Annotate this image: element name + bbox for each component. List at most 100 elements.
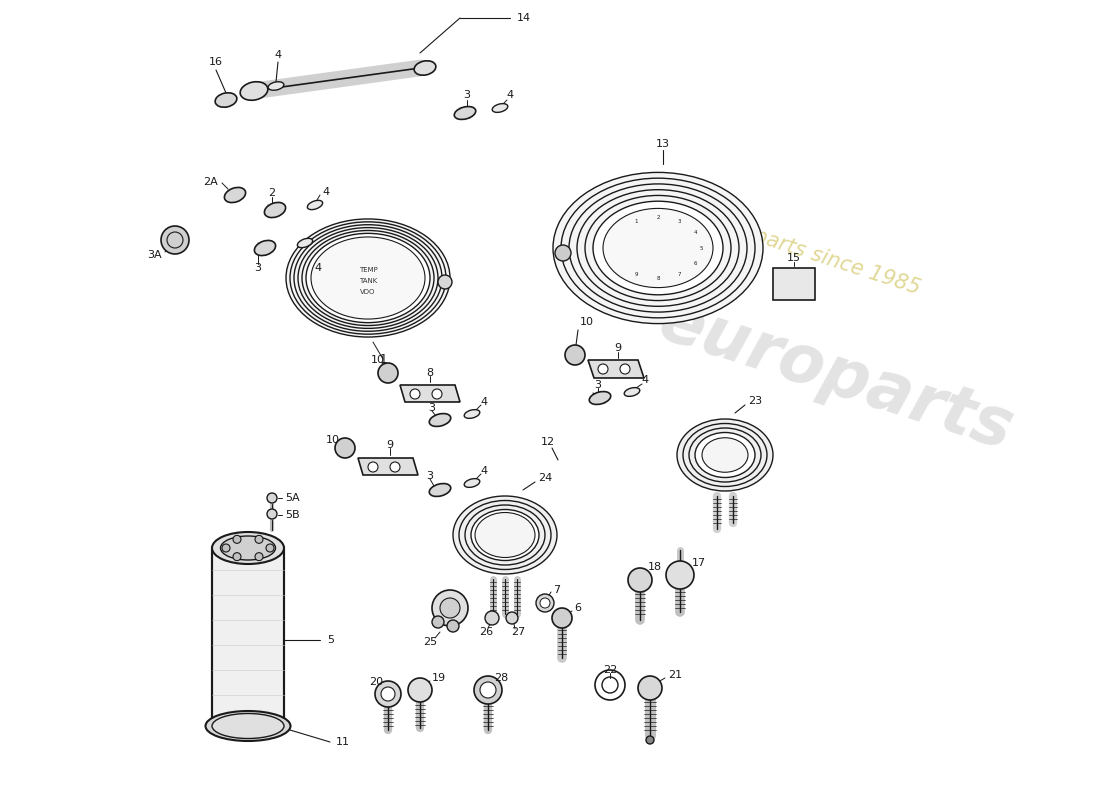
Text: 3: 3 bbox=[594, 380, 602, 390]
Text: 4: 4 bbox=[693, 230, 697, 235]
Text: 7: 7 bbox=[553, 585, 560, 595]
Bar bbox=[773, 268, 815, 300]
Text: 19: 19 bbox=[432, 673, 447, 683]
Text: 9: 9 bbox=[635, 272, 638, 278]
Text: 16: 16 bbox=[209, 57, 223, 67]
Text: 1: 1 bbox=[635, 218, 638, 224]
Circle shape bbox=[255, 553, 263, 561]
Circle shape bbox=[336, 438, 355, 458]
Text: europarts: europarts bbox=[650, 288, 1022, 464]
Ellipse shape bbox=[206, 711, 290, 741]
Text: 3: 3 bbox=[429, 403, 436, 413]
Circle shape bbox=[255, 535, 263, 543]
Text: 6: 6 bbox=[574, 603, 581, 613]
Ellipse shape bbox=[603, 208, 713, 288]
Text: 10: 10 bbox=[371, 355, 385, 365]
Text: 4: 4 bbox=[322, 187, 329, 197]
Text: 11: 11 bbox=[336, 737, 350, 747]
Polygon shape bbox=[400, 385, 460, 402]
Ellipse shape bbox=[307, 200, 322, 210]
Text: 1: 1 bbox=[379, 353, 387, 366]
Ellipse shape bbox=[216, 93, 236, 107]
Circle shape bbox=[646, 736, 654, 744]
Ellipse shape bbox=[429, 414, 451, 426]
Circle shape bbox=[267, 493, 277, 503]
Ellipse shape bbox=[306, 234, 430, 322]
Ellipse shape bbox=[212, 714, 284, 738]
Text: 8: 8 bbox=[657, 277, 660, 282]
Polygon shape bbox=[358, 458, 418, 475]
Text: a passion for parts since 1985: a passion for parts since 1985 bbox=[617, 182, 923, 298]
Circle shape bbox=[556, 245, 571, 261]
Circle shape bbox=[381, 687, 395, 701]
Circle shape bbox=[447, 620, 459, 632]
Text: 2A: 2A bbox=[204, 177, 218, 187]
Text: 6: 6 bbox=[693, 261, 697, 266]
Ellipse shape bbox=[471, 510, 539, 561]
Ellipse shape bbox=[569, 184, 747, 312]
Circle shape bbox=[540, 598, 550, 608]
Circle shape bbox=[620, 364, 630, 374]
Text: TANK: TANK bbox=[359, 278, 377, 284]
Ellipse shape bbox=[286, 219, 450, 337]
Text: 4: 4 bbox=[641, 375, 649, 385]
Text: 7: 7 bbox=[678, 272, 681, 278]
Ellipse shape bbox=[454, 106, 475, 119]
Circle shape bbox=[222, 544, 230, 552]
Ellipse shape bbox=[429, 483, 451, 497]
Ellipse shape bbox=[676, 419, 773, 491]
Circle shape bbox=[390, 462, 400, 472]
Ellipse shape bbox=[590, 391, 610, 405]
Text: 23: 23 bbox=[748, 396, 762, 406]
Text: 2: 2 bbox=[657, 214, 660, 219]
Text: 3A: 3A bbox=[147, 250, 162, 260]
Circle shape bbox=[233, 535, 241, 543]
Text: 8: 8 bbox=[427, 368, 433, 378]
Ellipse shape bbox=[553, 172, 763, 323]
Text: 5: 5 bbox=[327, 635, 334, 645]
Circle shape bbox=[506, 612, 518, 624]
Ellipse shape bbox=[624, 388, 640, 396]
Ellipse shape bbox=[689, 428, 761, 482]
Text: 5A: 5A bbox=[285, 493, 299, 503]
Ellipse shape bbox=[220, 536, 275, 560]
Ellipse shape bbox=[593, 202, 723, 295]
Text: 26: 26 bbox=[478, 627, 493, 637]
Circle shape bbox=[552, 608, 572, 628]
Circle shape bbox=[375, 681, 402, 707]
Circle shape bbox=[438, 275, 452, 289]
Text: 25: 25 bbox=[422, 637, 437, 647]
Circle shape bbox=[480, 682, 496, 698]
Text: 3: 3 bbox=[427, 471, 433, 481]
Text: 21: 21 bbox=[668, 670, 682, 680]
Circle shape bbox=[440, 598, 460, 618]
Text: 27: 27 bbox=[510, 627, 525, 637]
Ellipse shape bbox=[254, 241, 276, 255]
Text: 3: 3 bbox=[254, 263, 262, 273]
Text: 15: 15 bbox=[786, 253, 801, 263]
Text: 9: 9 bbox=[386, 440, 394, 450]
Circle shape bbox=[161, 226, 189, 254]
Ellipse shape bbox=[297, 238, 312, 248]
Text: 5: 5 bbox=[700, 246, 703, 250]
Circle shape bbox=[432, 389, 442, 399]
Ellipse shape bbox=[212, 532, 284, 564]
Text: 4: 4 bbox=[506, 90, 514, 100]
Text: 14: 14 bbox=[517, 13, 531, 23]
Ellipse shape bbox=[240, 82, 267, 100]
Ellipse shape bbox=[290, 222, 446, 334]
Bar bbox=[212, 548, 284, 726]
Ellipse shape bbox=[702, 438, 748, 472]
Circle shape bbox=[378, 363, 398, 383]
Text: 20: 20 bbox=[368, 677, 383, 687]
Circle shape bbox=[432, 616, 444, 628]
Ellipse shape bbox=[294, 225, 442, 331]
Circle shape bbox=[233, 553, 241, 561]
Circle shape bbox=[408, 678, 432, 702]
Ellipse shape bbox=[459, 501, 551, 570]
Ellipse shape bbox=[578, 190, 739, 306]
Circle shape bbox=[410, 389, 420, 399]
Text: 3: 3 bbox=[463, 90, 471, 100]
Text: 9: 9 bbox=[615, 343, 622, 353]
Text: 28: 28 bbox=[494, 673, 508, 683]
